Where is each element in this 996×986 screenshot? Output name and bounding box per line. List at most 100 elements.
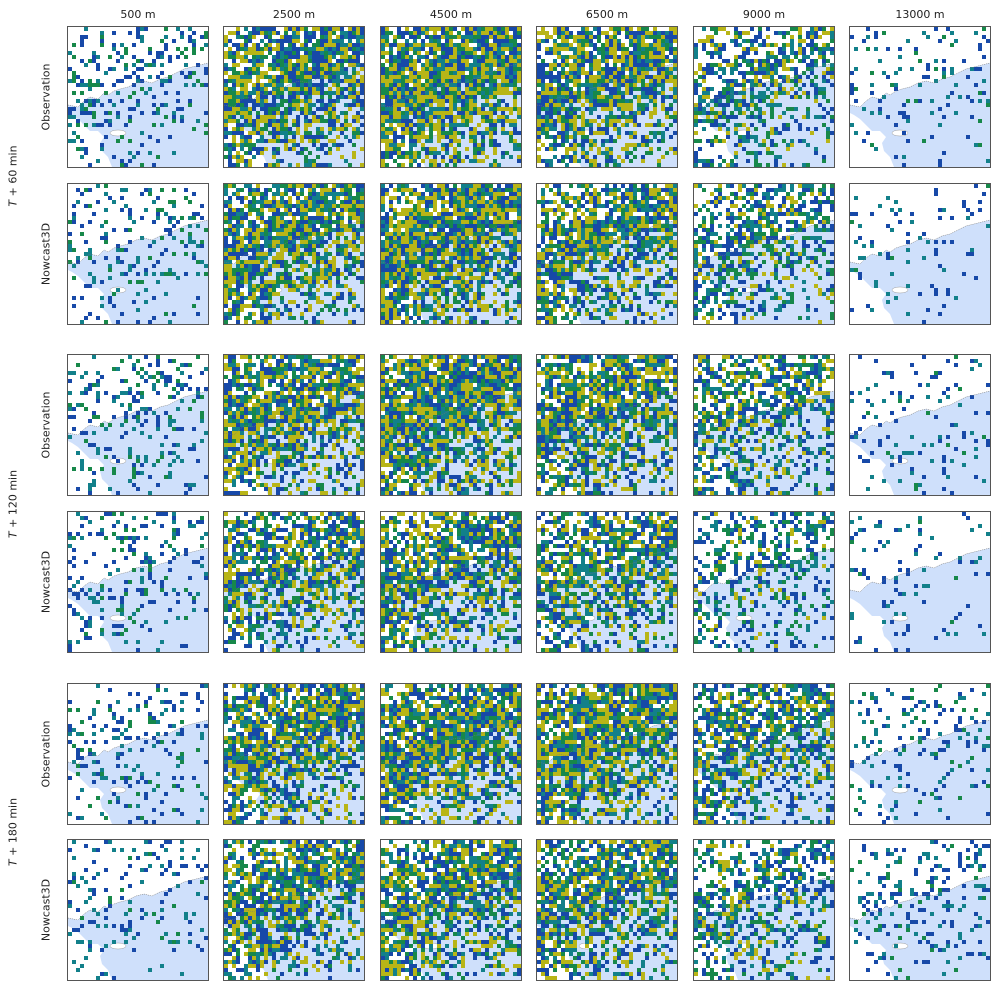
- echo-cell: [324, 83, 328, 87]
- echo-cell: [401, 119, 405, 123]
- echo-cell: [433, 107, 437, 111]
- echo-cell: [714, 115, 718, 119]
- echo-cell: [296, 103, 300, 107]
- echo-cell: [477, 47, 481, 51]
- echo-cell: [637, 87, 641, 91]
- echo-cell: [569, 143, 573, 147]
- echo-cell: [593, 155, 597, 159]
- echo-cell: [822, 155, 826, 159]
- echo-cell: [449, 83, 453, 87]
- echo-cell: [296, 184, 300, 188]
- echo-cell: [445, 111, 449, 115]
- echo-cell: [465, 31, 469, 35]
- echo-cell: [710, 143, 714, 147]
- echo-cell: [324, 63, 328, 67]
- echo-cell: [336, 272, 340, 276]
- echo-cell: [702, 27, 706, 31]
- echo-cell: [332, 200, 336, 204]
- echo-cell: [898, 55, 902, 59]
- echo-cell: [469, 91, 473, 95]
- echo-cell: [830, 35, 834, 39]
- echo-cell: [429, 59, 433, 63]
- echo-cell: [308, 240, 312, 244]
- echo-cell: [316, 63, 320, 67]
- echo-cell: [381, 47, 385, 51]
- echo-cell: [509, 63, 513, 67]
- echo-cell: [577, 43, 581, 47]
- echo-cell: [645, 43, 649, 47]
- echo-cell: [397, 91, 401, 95]
- echo-cell: [569, 119, 573, 123]
- echo-cell: [356, 71, 360, 75]
- echo-cell: [401, 95, 405, 99]
- echo-cell: [461, 67, 465, 71]
- echo-cell: [272, 224, 276, 228]
- echo-cell: [344, 59, 348, 63]
- echo-cell: [585, 27, 589, 31]
- echo-cell: [738, 143, 742, 147]
- echo-cell: [224, 300, 228, 304]
- echo-cell: [453, 159, 457, 163]
- echo-cell: [140, 163, 144, 167]
- echo-cell: [264, 288, 268, 292]
- echo-cell: [397, 51, 401, 55]
- echo-cell: [264, 119, 268, 123]
- echo-cell: [429, 127, 433, 131]
- echo-cell: [316, 244, 320, 248]
- echo-cell: [597, 147, 601, 151]
- echo-cell: [661, 71, 665, 75]
- echo-cell: [421, 103, 425, 107]
- echo-cell: [336, 248, 340, 252]
- echo-cell: [389, 111, 393, 115]
- echo-cell: [328, 119, 332, 123]
- echo-cell: [926, 35, 930, 39]
- echo-cell: [160, 272, 164, 276]
- echo-cell: [922, 31, 926, 35]
- echo-cell: [248, 111, 252, 115]
- echo-cell: [240, 115, 244, 119]
- echo-cell: [224, 260, 228, 264]
- echo-cell: [312, 159, 316, 163]
- echo-cell: [585, 91, 589, 95]
- echo-cell: [176, 99, 180, 103]
- echo-cell: [300, 63, 304, 67]
- echo-cell: [597, 75, 601, 79]
- echo-cell: [457, 131, 461, 135]
- echo-cell: [336, 204, 340, 208]
- echo-cell: [272, 147, 276, 151]
- echo-cell: [657, 79, 661, 83]
- echo-cell: [308, 91, 312, 95]
- echo-cell: [268, 139, 272, 143]
- echo-cell: [517, 115, 521, 119]
- echo-cell: [296, 75, 300, 79]
- echo-cell: [344, 256, 348, 260]
- echo-cell: [260, 95, 264, 99]
- echo-cell: [505, 39, 509, 43]
- echo-cell: [481, 75, 485, 79]
- echo-cell: [381, 51, 385, 55]
- echo-cell: [497, 87, 501, 91]
- echo-cell: [637, 103, 641, 107]
- sea-area: [68, 63, 208, 167]
- echo-cell: [88, 272, 92, 276]
- echo-cell: [409, 59, 413, 63]
- echo-cell: [433, 196, 437, 200]
- radar-map: [381, 184, 521, 324]
- echo-cell: [449, 115, 453, 119]
- echo-cell: [457, 192, 461, 196]
- echo-cell: [224, 115, 228, 119]
- echo-cell: [822, 107, 826, 111]
- echo-cell: [798, 35, 802, 39]
- echo-cell: [641, 35, 645, 39]
- echo-cell: [124, 188, 128, 192]
- echo-cell: [954, 83, 958, 87]
- echo-cell: [742, 139, 746, 143]
- echo-cell: [348, 268, 352, 272]
- echo-cell: [224, 268, 228, 272]
- echo-cell: [437, 67, 441, 71]
- echo-cell: [393, 55, 397, 59]
- echo-cell: [256, 304, 260, 308]
- echo-cell: [336, 99, 340, 103]
- echo-cell: [304, 163, 308, 167]
- echo-cell: [312, 139, 316, 143]
